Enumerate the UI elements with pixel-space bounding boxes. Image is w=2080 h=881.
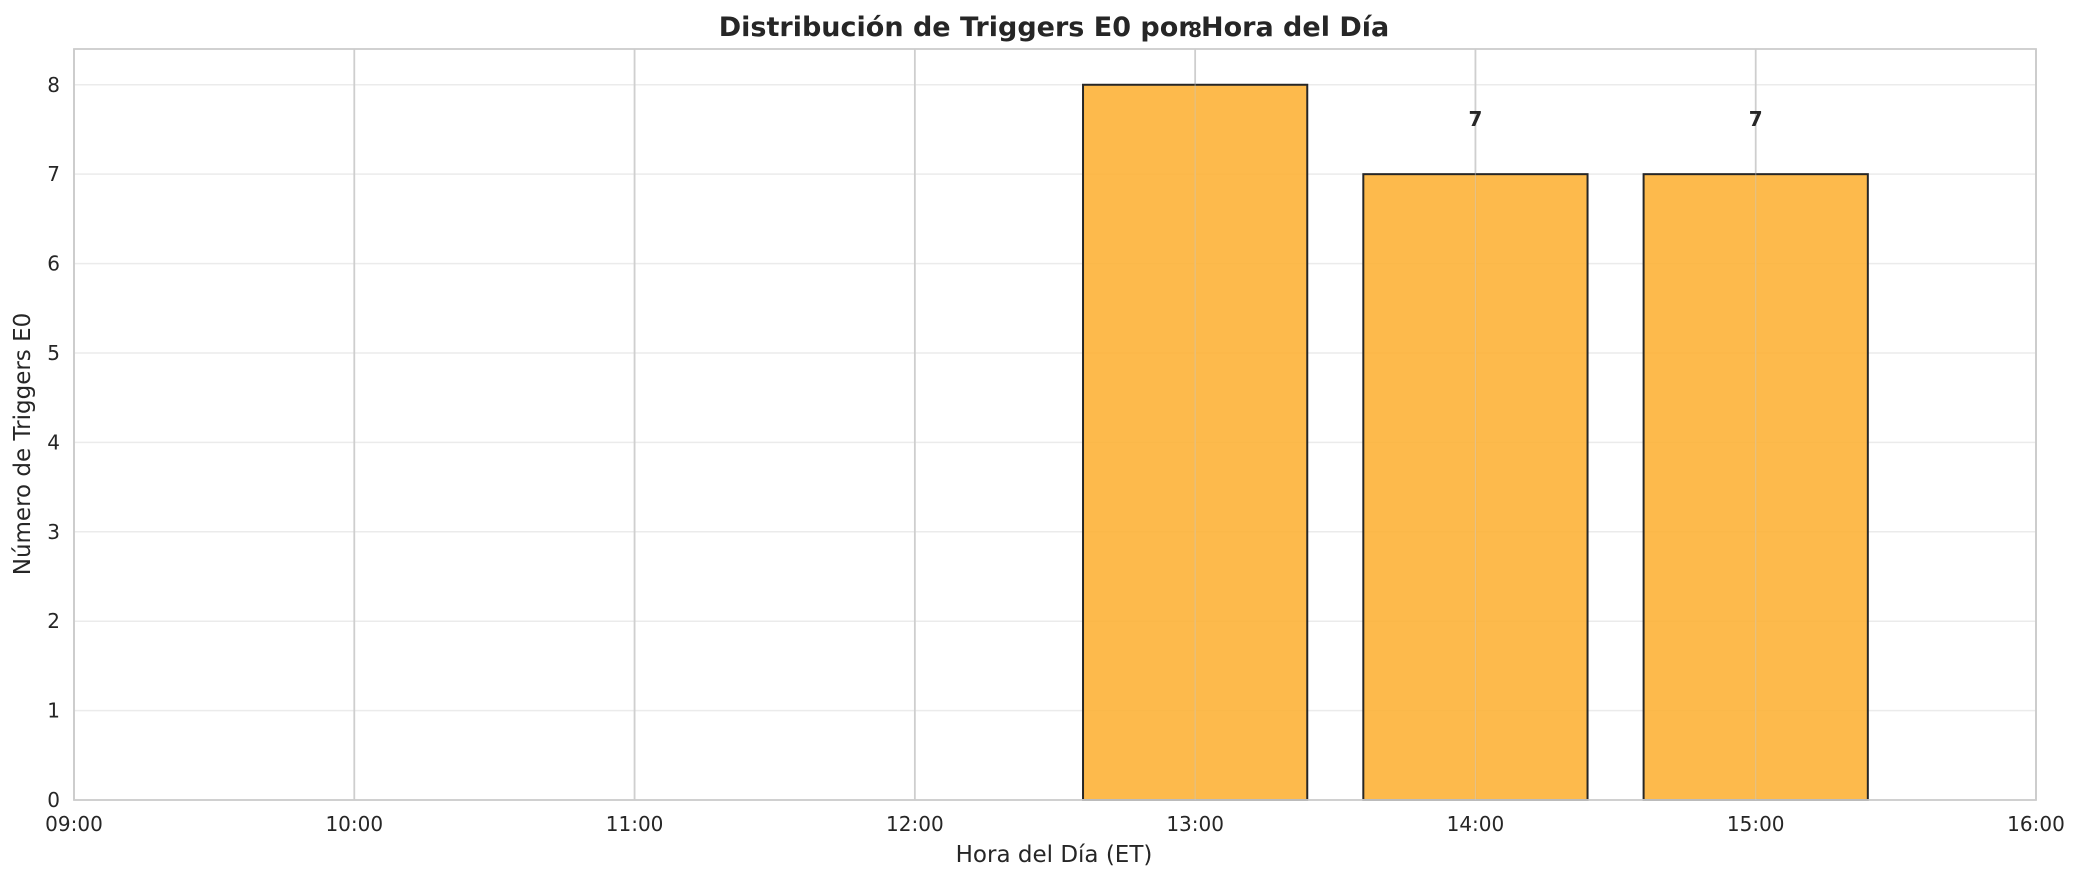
- bar: [1082, 83, 1309, 801]
- y-tick-label: 3: [47, 520, 60, 544]
- x-tick-label: 13:00: [1166, 812, 1224, 836]
- x-axis-label: Hora del Día (ET): [956, 842, 1153, 868]
- y-tick-label: 2: [47, 609, 60, 633]
- tick-labels: 0 1 2 3 4 5 6 7 8 09:00 10:00 11:00 12:00 13:00 14:00 1…: [45, 73, 2065, 836]
- y-tick-label: 8: [47, 73, 60, 97]
- bars: [1082, 83, 1869, 801]
- y-tick-label: 4: [47, 430, 60, 454]
- x-tick-label: 10:00: [325, 812, 383, 836]
- bar: [1362, 173, 1589, 801]
- y-tick-label: 7: [47, 162, 60, 186]
- data-labels: 8 7 7: [1188, 18, 1762, 131]
- y-axis-label: Número de Triggers E0: [10, 313, 36, 576]
- data-label: 7: [1749, 107, 1763, 131]
- x-tick-label: 16:00: [2007, 812, 2065, 836]
- x-tick-label: 12:00: [886, 812, 944, 836]
- x-tick-label: 15:00: [1727, 812, 1785, 836]
- x-tick-label: 14:00: [1447, 812, 1505, 836]
- y-tick-label: 6: [47, 252, 60, 276]
- y-tick-label: 0: [47, 788, 60, 812]
- y-tick-label: 1: [47, 699, 60, 723]
- x-tick-label: 11:00: [606, 812, 664, 836]
- data-label: 7: [1468, 107, 1482, 131]
- x-tick-label: 09:00: [45, 812, 103, 836]
- plot-frame: [73, 48, 2037, 801]
- chart-title: Distribución de Triggers E0 por Hora del…: [719, 12, 1390, 43]
- y-tick-label: 5: [47, 341, 60, 365]
- bar: [1642, 173, 1869, 801]
- plot-border: [73, 48, 2037, 801]
- data-label: 8: [1188, 18, 1202, 42]
